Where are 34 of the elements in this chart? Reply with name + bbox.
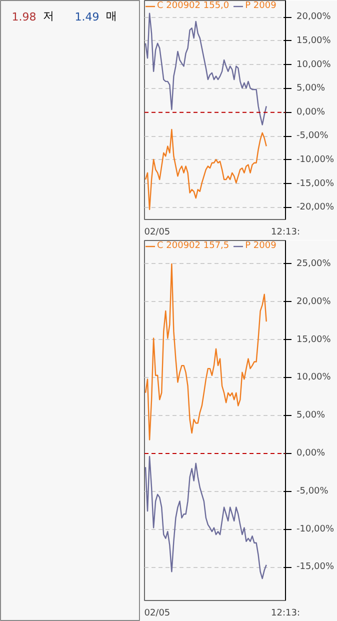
y-tick-label: 10,00% [296, 372, 332, 383]
text: 1.49 [74, 10, 100, 24]
line-series [144, 128, 267, 210]
y-tick-label: 15,00% [296, 36, 332, 46]
text: 12:13: [271, 228, 300, 238]
y-tick-label: 10,00% [296, 60, 332, 70]
text: 02/05 [144, 608, 170, 618]
legend-label: P 2009 [245, 1, 276, 11]
y-tick-label: 5,00% [296, 410, 326, 421]
legend-label: C 200902 155,0 [157, 1, 230, 11]
y-tick-label: 15,00% [296, 334, 332, 345]
y-tick-label: -5,00% [296, 486, 329, 496]
y-tick-label: -10,00% [296, 154, 335, 165]
y-tick-label: 20,00% [296, 296, 332, 307]
y-tick-label: -5,00% [296, 131, 329, 142]
legend-label: C 200902 157,5 [157, 241, 230, 251]
text: 매 [106, 10, 118, 23]
y-tick-label: -10,00% [296, 524, 335, 534]
line-series [144, 263, 267, 440]
y-tick-label: 0,00% [296, 448, 326, 458]
legend-label: P 2009 [245, 241, 276, 251]
y-tick-label: 20,00% [296, 12, 332, 22]
text: 저 [43, 10, 54, 23]
y-tick-label: 0,00% [296, 107, 326, 118]
line-series [144, 12, 267, 126]
line-series [144, 456, 267, 580]
y-tick-label: 25,00% [296, 258, 332, 269]
text: 1.98 [12, 10, 36, 24]
text: 12:13: [271, 608, 300, 618]
text: 02/05 [144, 228, 170, 238]
y-tick-label: -15,00% [296, 562, 335, 572]
y-tick-label: 5,00% [296, 84, 326, 94]
y-tick-label: -20,00% [296, 202, 335, 213]
y-tick-label: -15,00% [296, 178, 335, 189]
